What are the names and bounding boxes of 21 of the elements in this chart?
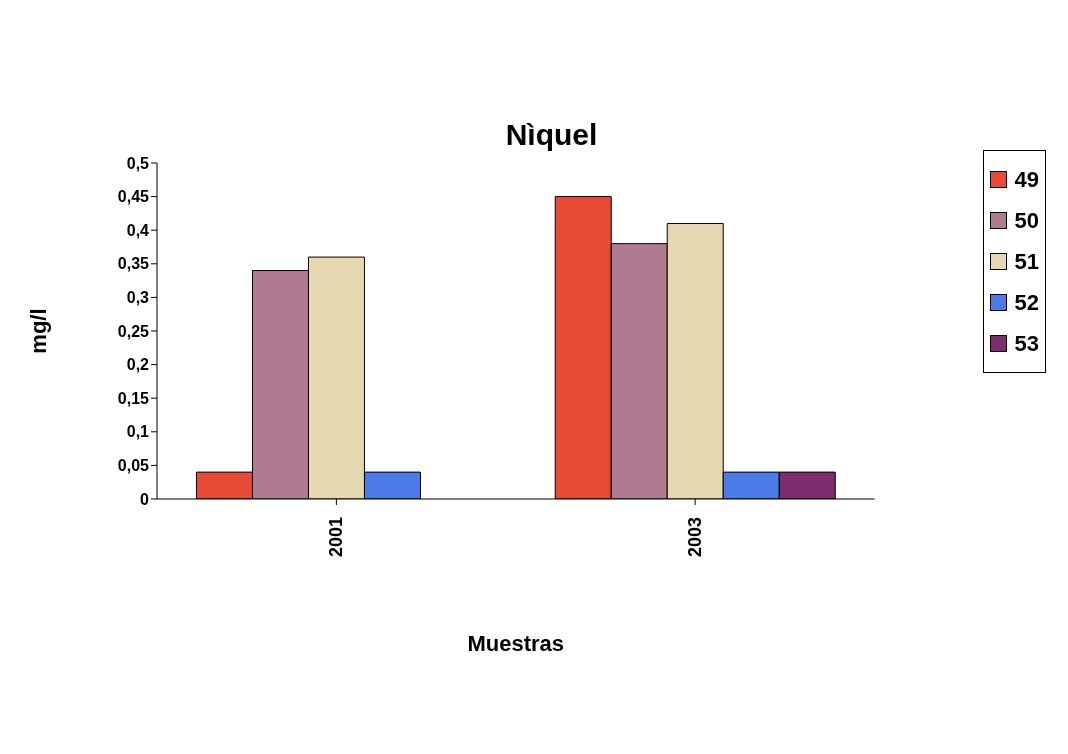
- y-tick-label: 0,25: [117, 322, 150, 340]
- legend-label: 50: [1014, 207, 1039, 234]
- y-tick-label: 0,05: [117, 457, 150, 475]
- y-tick-label: 0,45: [117, 188, 150, 206]
- x-tick-label: 2003: [685, 517, 706, 558]
- y-tick-label: 0,15: [117, 389, 150, 407]
- y-tick-label: 0,5: [126, 154, 150, 172]
- legend-label: 49: [1014, 166, 1039, 193]
- legend-label: 51: [1014, 248, 1039, 275]
- y-tick-label: 0,3: [126, 289, 150, 307]
- y-tick-label: 0,2: [126, 356, 150, 374]
- y-tick-label: 0,4: [126, 221, 150, 239]
- legend-label: 52: [1014, 289, 1039, 316]
- y-tick-label: 0,35: [117, 255, 150, 273]
- chart-title: Nìquel: [504, 118, 599, 152]
- y-tick-label: 0: [140, 490, 150, 508]
- x-tick-label: 2001: [326, 517, 347, 558]
- legend-label: 53: [1014, 330, 1039, 357]
- y-tick-label: 0,1: [126, 423, 150, 441]
- y-axis-title: mg/l: [25, 308, 51, 354]
- x-axis-title: Muestras: [467, 631, 565, 656]
